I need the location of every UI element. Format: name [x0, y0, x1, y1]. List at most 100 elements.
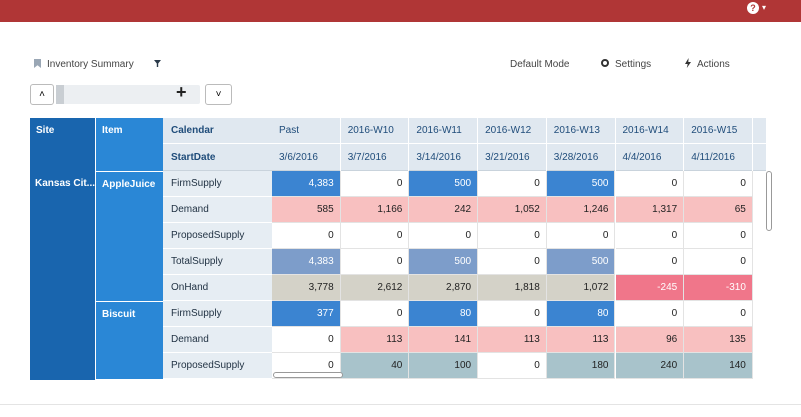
measure-label: TotalSupply — [163, 249, 272, 275]
column-header: 2016-W15 — [691, 125, 737, 136]
value-cell: 0 — [341, 171, 410, 197]
column-start-date: 3/6/2016 — [279, 152, 318, 163]
value-cell: 65 — [684, 197, 753, 223]
value-cell: 0 — [478, 223, 547, 249]
column-header: Past — [279, 125, 299, 136]
value-cell: 1,166 — [341, 197, 410, 223]
column-divider — [683, 118, 684, 171]
value-cell: 500 — [547, 171, 616, 197]
column-start-date: 4/11/2016 — [691, 152, 735, 163]
startdate-label: StartDate — [171, 152, 215, 163]
value-cell: 113 — [341, 327, 410, 353]
scroll-up-button[interactable]: ˄ — [30, 84, 54, 105]
value-cell: 0 — [341, 301, 410, 327]
calendar-label: Calendar — [171, 125, 214, 136]
value-cell: 377 — [272, 301, 341, 327]
value-cell: 80 — [409, 301, 478, 327]
measure-label: FirmSupply — [163, 171, 272, 197]
value-cell: 0 — [478, 301, 547, 327]
column-start-date: 4/4/2016 — [623, 152, 662, 163]
value-cell: 242 — [409, 197, 478, 223]
value-cell: 0 — [616, 223, 685, 249]
value-cell: 0 — [684, 249, 753, 275]
value-cell: 0 — [684, 301, 753, 327]
value-cell: 0 — [478, 249, 547, 275]
column-start-date: 3/14/2016 — [416, 152, 461, 163]
value-cell: 141 — [409, 327, 478, 353]
value-cell: 0 — [616, 301, 685, 327]
value-cell: 240 — [616, 353, 685, 379]
value-cell: 140 — [684, 353, 753, 379]
value-cell: 0 — [341, 223, 410, 249]
measure-label: FirmSupply — [163, 301, 272, 327]
column-start-date: 3/28/2016 — [554, 152, 599, 163]
value-cell: 0 — [478, 353, 547, 379]
scroll-down-button[interactable]: ˅ — [205, 84, 232, 105]
bookmark-icon — [34, 59, 41, 68]
value-cell: 0 — [478, 171, 547, 197]
value-cell: 2,870 — [409, 275, 478, 301]
value-cell: 0 — [684, 171, 753, 197]
column-start-date: 3/21/2016 — [485, 152, 530, 163]
column-divider — [340, 118, 341, 171]
view-title[interactable]: Inventory Summary — [47, 59, 134, 70]
top-bar — [0, 0, 801, 22]
item-cell: AppleJuice — [96, 171, 163, 301]
value-cell: 180 — [547, 353, 616, 379]
pivot-table: SiteItem Calendar StartDate Past 3/6/2016 201… — [30, 118, 766, 380]
site-cell: Kansas Cit... — [30, 171, 96, 380]
value-cell: 1,072 — [547, 275, 616, 301]
header-divider — [163, 143, 766, 144]
measure-label: OnHand — [163, 275, 272, 301]
measure-label: ProposedSupply — [163, 223, 272, 249]
add-button[interactable]: + — [176, 82, 187, 103]
measure-label: Demand — [163, 327, 272, 353]
settings-button[interactable]: Settings — [615, 59, 651, 70]
site-header: Site — [30, 118, 96, 171]
item-header: Item — [96, 118, 163, 171]
column-divider — [615, 118, 616, 171]
column-divider — [546, 118, 547, 171]
value-cell: 1,052 — [478, 197, 547, 223]
value-cell: 113 — [478, 327, 547, 353]
value-cell: 4,383 — [272, 171, 341, 197]
value-cell: 1,317 — [616, 197, 685, 223]
value-cell: 0 — [616, 249, 685, 275]
column-header: 2016-W14 — [623, 125, 669, 136]
help-caret[interactable]: ▾ — [762, 3, 766, 12]
footer-line — [0, 404, 801, 405]
filter-icon[interactable] — [154, 60, 161, 67]
value-cell: -310 — [684, 275, 753, 301]
horizontal-scrollbar[interactable] — [273, 372, 343, 378]
value-cell: 585 — [272, 197, 341, 223]
value-cell: -245 — [616, 275, 685, 301]
help-icon[interactable]: ? — [747, 2, 759, 14]
actions-button[interactable]: Actions — [697, 59, 730, 70]
value-cell: 3,778 — [272, 275, 341, 301]
bolt-icon — [685, 58, 691, 68]
value-cell: 1,246 — [547, 197, 616, 223]
value-cell: 0 — [341, 249, 410, 275]
column-divider — [752, 118, 753, 171]
zoom-handle[interactable] — [56, 85, 64, 104]
vertical-scrollbar[interactable] — [766, 171, 772, 231]
column-header: 2016-W11 — [416, 125, 461, 136]
value-cell: 1,818 — [478, 275, 547, 301]
value-cell: 135 — [684, 327, 753, 353]
mode-button[interactable]: Default Mode — [510, 59, 569, 70]
value-cell: 500 — [547, 249, 616, 275]
value-cell: 0 — [547, 223, 616, 249]
value-cell: 500 — [409, 171, 478, 197]
value-cell: 0 — [684, 223, 753, 249]
item-cell: Biscuit — [96, 301, 163, 379]
value-cell: 96 — [616, 327, 685, 353]
calendar-header-bg — [163, 118, 766, 171]
value-cell: 100 — [409, 353, 478, 379]
column-start-date: 3/7/2016 — [348, 152, 387, 163]
value-cell: 0 — [272, 327, 341, 353]
column-divider — [408, 118, 409, 171]
value-cell: 2,612 — [341, 275, 410, 301]
value-cell: 0 — [272, 223, 341, 249]
value-cell: 80 — [547, 301, 616, 327]
